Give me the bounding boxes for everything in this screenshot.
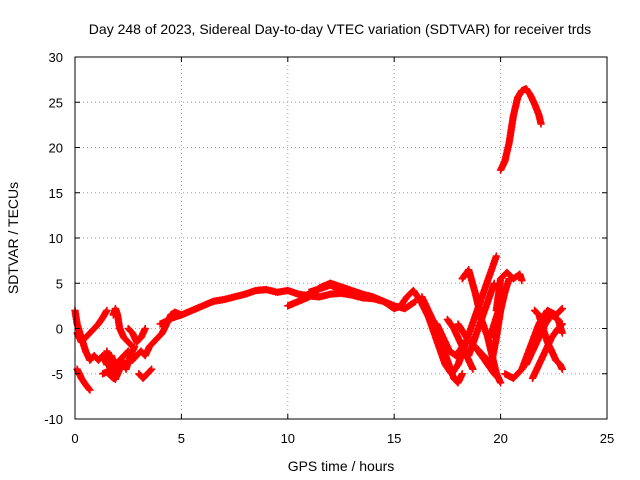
y-axis-label: SDTVAR / TECUs	[5, 182, 21, 294]
data-track	[471, 342, 503, 383]
data-track	[488, 274, 513, 364]
y-tick-label: 25	[49, 95, 63, 110]
axis-ticks: 0 5 10 15 20 25 -10 -5 0 5 10 15 20 25 30	[44, 50, 614, 446]
y-tick-label: 15	[49, 186, 63, 201]
data-track	[135, 365, 156, 383]
y-tick-label: 20	[49, 141, 63, 156]
y-tick-label: -5	[51, 367, 63, 382]
data-track	[73, 306, 111, 346]
data-track	[124, 324, 150, 346]
y-tick-label: -10	[44, 412, 63, 427]
data-track	[98, 360, 128, 383]
data-track	[156, 311, 186, 328]
data-track	[528, 320, 567, 383]
x-tick-label: 0	[71, 431, 78, 446]
x-tick-label: 25	[600, 431, 614, 446]
chart-title: Day 248 of 2023, Sidereal Day-to-day VTE…	[89, 21, 591, 37]
y-tick-label: 5	[56, 276, 63, 291]
y-tick-label: 30	[49, 50, 63, 65]
x-axis-label: GPS time / hours	[288, 458, 395, 474]
data-track	[109, 304, 137, 351]
x-tick-label: 10	[281, 431, 295, 446]
series-sdtvar	[71, 84, 567, 394]
data-track	[492, 268, 526, 315]
data-track	[496, 84, 545, 174]
x-tick-label: 5	[178, 431, 185, 446]
x-tick-label: 15	[387, 431, 401, 446]
x-tick-label: 20	[493, 431, 507, 446]
data-track	[73, 365, 94, 394]
data-track	[305, 281, 356, 298]
y-tick-label: 10	[49, 231, 63, 246]
y-tick-label: 0	[56, 322, 63, 337]
